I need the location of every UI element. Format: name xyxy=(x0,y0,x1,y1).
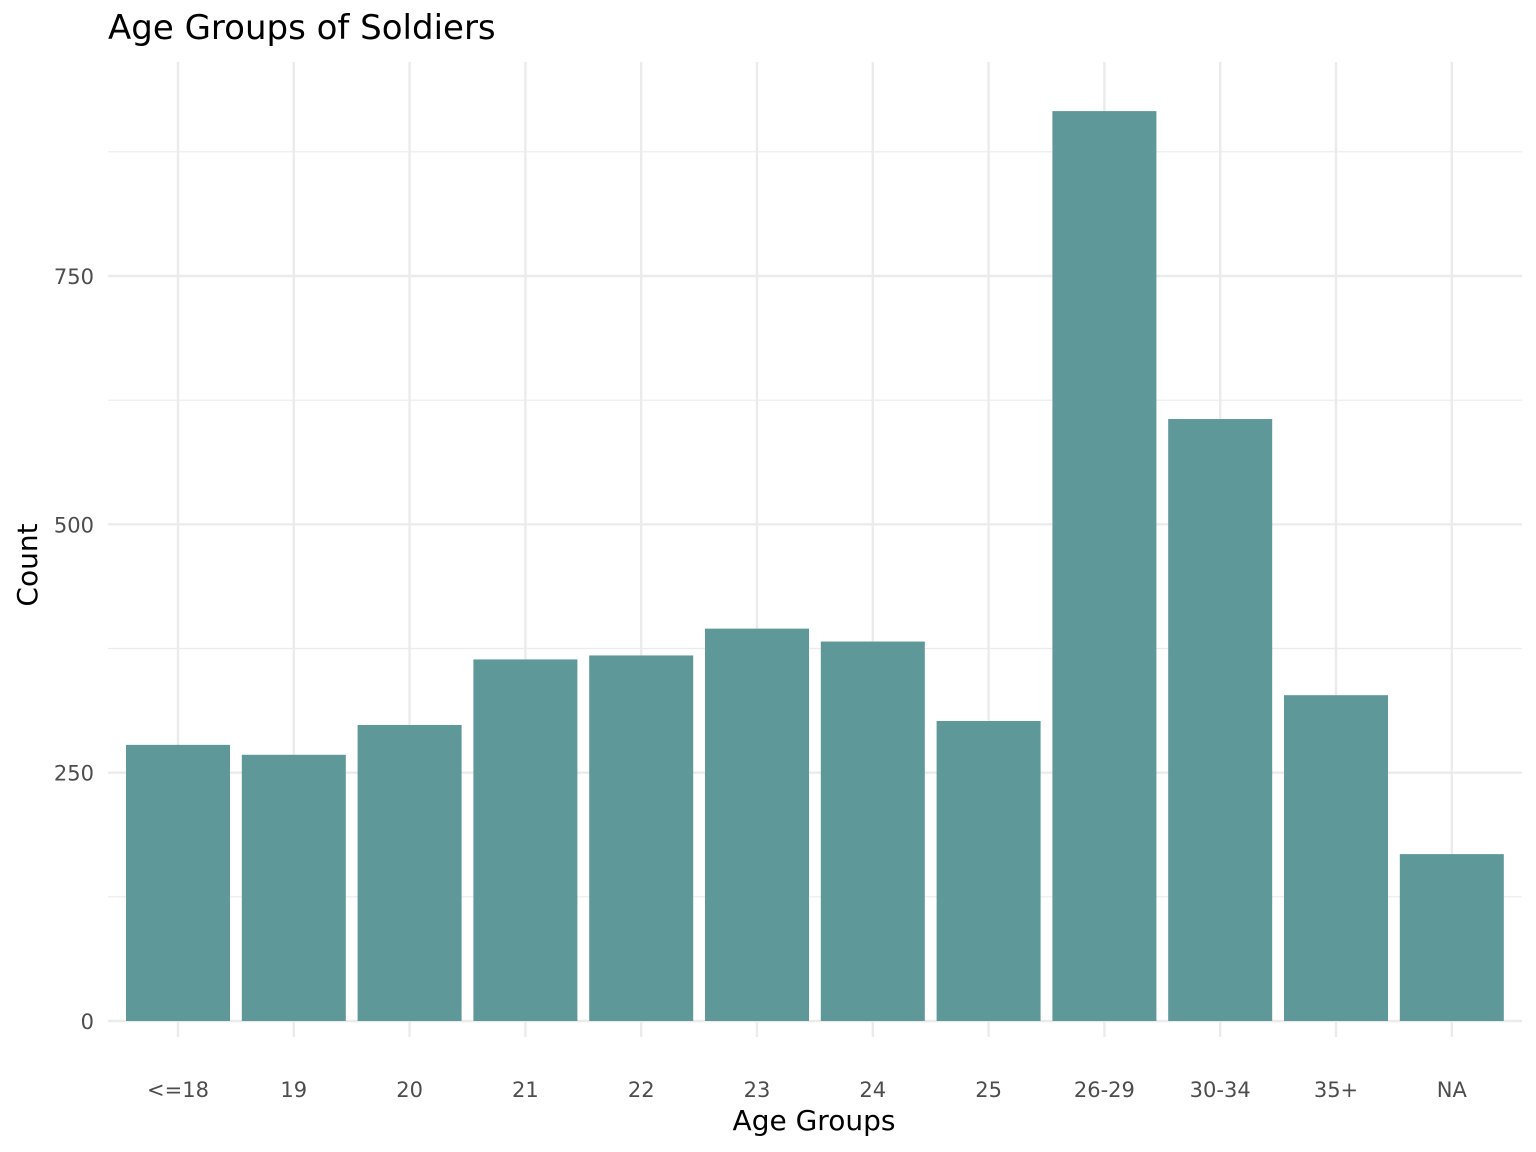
x-tick-label: 35+ xyxy=(1314,1078,1358,1102)
x-tick-label: 30-34 xyxy=(1190,1078,1251,1102)
bar-35+ xyxy=(1284,695,1388,1021)
x-tick-label: 25 xyxy=(975,1078,1002,1102)
y-axis-title: Count xyxy=(11,523,44,606)
x-tick-label: NA xyxy=(1437,1078,1468,1102)
bar-NA xyxy=(1399,854,1504,1021)
bar-20 xyxy=(357,724,462,1021)
x-tick-label: 20 xyxy=(396,1078,423,1102)
x-tick-label: 21 xyxy=(512,1078,539,1102)
bar-21 xyxy=(473,659,578,1021)
y-tick-label: 0 xyxy=(81,1010,94,1034)
chart-title: Age Groups of Soldiers xyxy=(108,8,496,48)
x-tick-labels: <=18 19 20 21 22 23 24 25 26-29 30-34 35+ NA xyxy=(147,1078,1467,1102)
x-tick-label: 24 xyxy=(859,1078,886,1102)
bar-26-29 xyxy=(1052,111,1157,1021)
x-tick-label: 23 xyxy=(744,1078,771,1102)
x-tick-label: 26-29 xyxy=(1074,1078,1135,1102)
bars xyxy=(126,111,1504,1021)
y-tick-labels: 0 250 500 750 xyxy=(54,265,94,1034)
bar-23 xyxy=(705,628,809,1021)
bar-30-34 xyxy=(1168,419,1273,1021)
y-tick-label: 250 xyxy=(54,762,94,786)
x-axis-title: Age Groups xyxy=(733,1104,896,1137)
x-tick-label: <=18 xyxy=(147,1078,209,1102)
y-tick-label: 500 xyxy=(54,513,94,537)
bar-22 xyxy=(589,655,694,1021)
bar-24 xyxy=(820,641,925,1021)
y-tick-label: 750 xyxy=(54,265,94,289)
bar-25 xyxy=(936,721,1041,1021)
bar-19 xyxy=(241,754,346,1021)
x-tick-label: 22 xyxy=(628,1078,655,1102)
bar-<=18 xyxy=(126,744,230,1021)
x-tick-label: 19 xyxy=(280,1078,307,1102)
